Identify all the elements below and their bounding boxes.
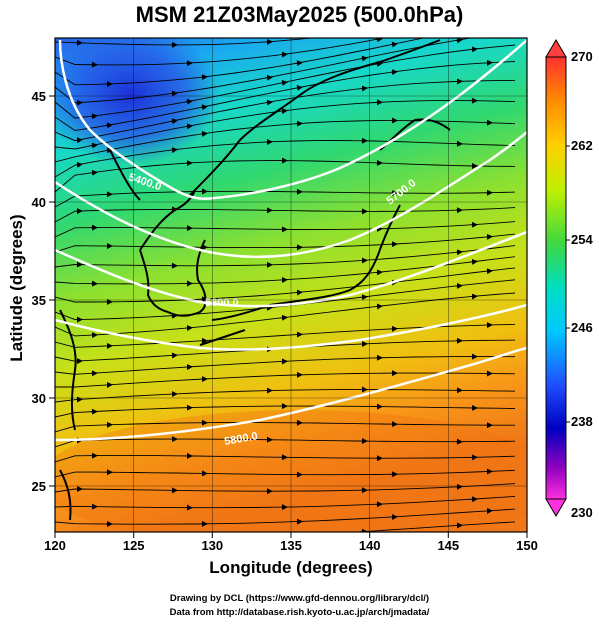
- flow-arrow: [280, 79, 288, 86]
- flow-arrow: [280, 51, 288, 58]
- streamline: [55, 267, 516, 303]
- flow-arrow: [360, 85, 368, 92]
- flow-arrow: [105, 122, 113, 129]
- chart-title: MSM 21Z03May2025 (500.0hPa): [135, 2, 464, 27]
- flow-arrow: [185, 98, 193, 105]
- streamline: [55, 207, 516, 223]
- flow-arrow: [200, 74, 208, 81]
- flow-arrow: [470, 258, 478, 265]
- colorbar-label: 238: [571, 414, 593, 429]
- y-axis: 25 30 35 40 45: [32, 89, 55, 494]
- y-tick-label: 40: [32, 195, 46, 210]
- flow-arrow: [170, 118, 178, 125]
- flow-arrow: [361, 31, 367, 32]
- height-contours: [55, 39, 527, 442]
- flow-arrow: [200, 104, 208, 111]
- contour-label: 5800.0: [223, 430, 258, 448]
- flow-arrow: [471, 20, 477, 21]
- flow-arrow: [280, 314, 288, 321]
- x-tick-label: 120: [44, 538, 66, 553]
- colorbar-label: 254: [571, 232, 593, 247]
- x-tick-label: 125: [123, 538, 145, 553]
- temperature-field: [55, 38, 527, 532]
- colorbar-scale: [545, 56, 567, 500]
- flow-arrow: [170, 147, 178, 154]
- y-tick-label: 35: [32, 293, 46, 308]
- flow-arrow: [170, 90, 178, 97]
- x-tick-label: 145: [437, 538, 459, 553]
- x-axis-label: Longitude (degrees): [209, 558, 373, 577]
- flow-arrow: [455, 249, 463, 256]
- streamline: [55, 469, 516, 478]
- streamline: [55, 233, 516, 253]
- streamline: [55, 80, 515, 142]
- flow-arrow: [75, 137, 83, 144]
- flow-arrow: [90, 169, 98, 176]
- flow-arrow: [470, 46, 478, 53]
- streamline: [55, 38, 426, 86]
- colorbar-bottom-arrow: [545, 498, 567, 517]
- x-tick-label: 140: [359, 538, 381, 553]
- y-tick-label: 30: [32, 391, 46, 406]
- flow-arrow: [185, 123, 193, 130]
- flow-arrow: [375, 60, 383, 67]
- streamline: [55, 508, 516, 525]
- streamline: [55, 438, 516, 448]
- colorbar-label: 230: [571, 505, 593, 520]
- flow-arrow: [390, 69, 398, 76]
- credit-drawing: Drawing by DCL (https://www.gfd-dennou.o…: [169, 593, 430, 604]
- flow-arrow: [295, 84, 303, 91]
- flow-arrow: [456, 15, 462, 16]
- colorbar-label: 262: [571, 138, 593, 153]
- streamline: [55, 38, 316, 46]
- flow-arrow: [295, 60, 303, 67]
- colorbar-label: 270: [571, 49, 593, 64]
- flow-arrow: [375, 38, 383, 43]
- x-tick-label: 135: [280, 538, 302, 553]
- flow-arrow: [105, 147, 113, 154]
- grid-lines: [55, 38, 527, 532]
- x-axis: 120 125 130 135 140 145 150: [44, 532, 538, 553]
- streamline: [55, 389, 516, 403]
- flow-arrow: [486, 25, 492, 26]
- streamline: [55, 245, 516, 268]
- flow-arrow: [90, 142, 98, 149]
- x-tick-label: 130: [201, 538, 223, 553]
- flow-arrow: [75, 161, 83, 168]
- streamline: [55, 61, 516, 131]
- credit-data: Data from http://database.rish.kyoto-u.a…: [169, 607, 430, 618]
- streamline: [349, 521, 516, 532]
- flow-arrow: [265, 99, 273, 106]
- colorbar-label: 246: [571, 320, 593, 335]
- y-axis-label: Latitude (degrees): [7, 214, 26, 362]
- flow-arrow: [360, 55, 368, 62]
- contour-label: 5800.0: [205, 297, 239, 309]
- x-tick-label: 150: [516, 538, 538, 553]
- y-tick-label: 45: [32, 89, 46, 104]
- streamline: [55, 483, 516, 493]
- flow-arrow: [455, 38, 463, 44]
- flow-arrow: [200, 130, 208, 137]
- flow-arrow: [360, 294, 368, 301]
- flow-arrow: [375, 303, 383, 310]
- flow-arrow: [90, 113, 98, 120]
- flow-arrow: [265, 74, 273, 81]
- flow-arrow: [390, 41, 398, 48]
- y-tick-label: 25: [32, 479, 46, 494]
- colorbar-top-arrow: [545, 39, 567, 58]
- colorbar: 270 262 254 246 238 230: [545, 39, 593, 520]
- streamline: [55, 140, 516, 178]
- flow-arrow: [280, 108, 288, 115]
- streamline: [55, 422, 515, 433]
- streamline: [55, 38, 473, 104]
- streamline: [55, 120, 516, 163]
